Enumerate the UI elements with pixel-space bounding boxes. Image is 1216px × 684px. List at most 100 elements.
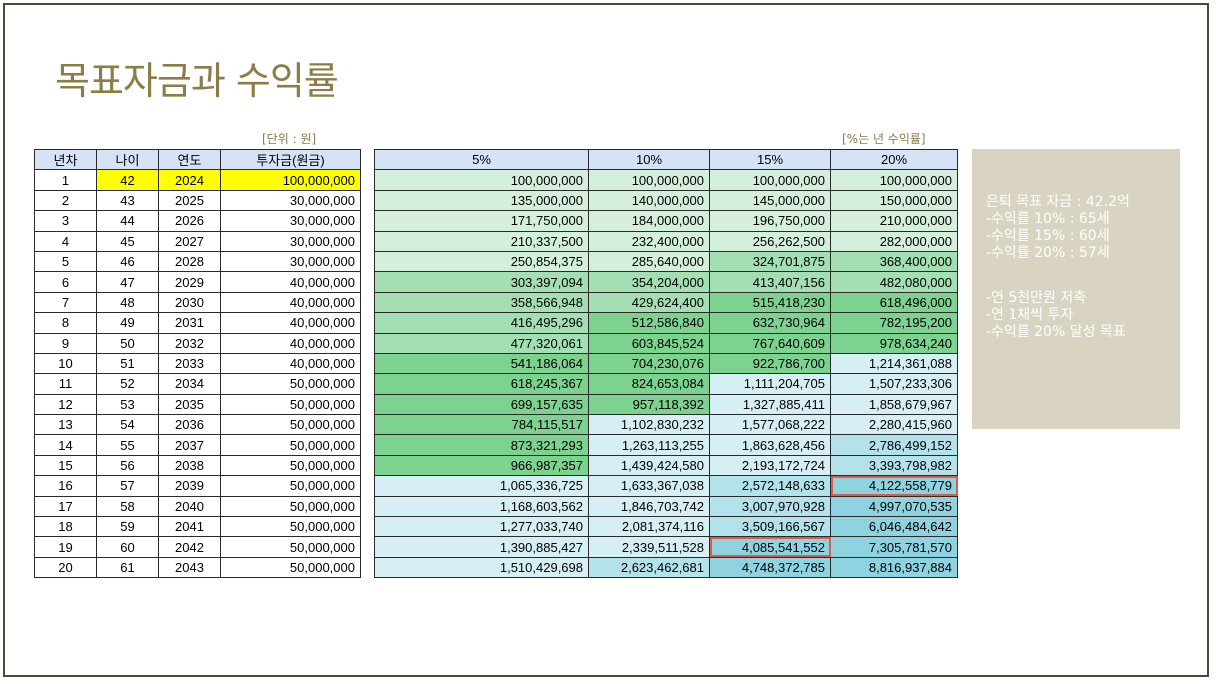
cell-investment: 50,000,000 bbox=[220, 373, 361, 395]
cell-rate-15: 1,111,204,705 bbox=[709, 373, 831, 395]
investment-row: 3 44 2026 30,000,000 bbox=[34, 210, 361, 232]
header-rate-10: 10% bbox=[588, 148, 710, 171]
returns-row: 171,750,000 184,000,000 196,750,000 210,000… bbox=[374, 210, 958, 232]
cell-rate-5: 784,115,517 bbox=[374, 414, 589, 436]
investment-row: 13 54 2036 50,000,000 bbox=[34, 414, 361, 436]
note-line: -수익률 10% : 65세 bbox=[986, 211, 1110, 227]
cell-rate-5: 1,277,033,740 bbox=[374, 516, 589, 538]
investment-row: 2 43 2025 30,000,000 bbox=[34, 189, 361, 212]
cell-rate-5: 873,321,293 bbox=[374, 434, 589, 456]
cell-rate-20: 782,195,200 bbox=[830, 312, 958, 334]
header-year-index: 년차 bbox=[34, 148, 97, 171]
cell-rate-15: 767,640,609 bbox=[709, 332, 831, 354]
cell-age: 47 bbox=[96, 271, 159, 293]
investment-row: 5 46 2028 30,000,000 bbox=[34, 250, 361, 273]
cell-year-index: 9 bbox=[34, 332, 97, 354]
cell-age: 49 bbox=[96, 312, 159, 334]
cell-rate-15: 4,085,541,552 bbox=[709, 536, 831, 558]
returns-row: 416,495,296 512,586,840 632,730,964 782,195… bbox=[374, 312, 958, 334]
cell-investment: 50,000,000 bbox=[220, 414, 361, 436]
cell-age: 45 bbox=[96, 230, 159, 252]
cell-investment: 50,000,000 bbox=[220, 434, 361, 456]
cell-year-index: 8 bbox=[34, 312, 97, 334]
cell-rate-15: 324,701,875 bbox=[709, 250, 831, 273]
cell-age: 56 bbox=[96, 454, 159, 477]
cell-age: 42 bbox=[96, 169, 159, 191]
cell-age: 46 bbox=[96, 250, 159, 273]
cell-year: 2042 bbox=[158, 536, 221, 558]
cell-rate-5: 250,854,375 bbox=[374, 250, 589, 273]
cell-rate-20: 1,507,233,306 bbox=[830, 373, 958, 395]
cell-rate-20: 368,400,000 bbox=[830, 250, 958, 273]
cell-rate-10: 824,653,084 bbox=[588, 373, 710, 395]
cell-rate-10: 957,118,392 bbox=[588, 393, 710, 416]
cell-rate-15: 922,786,700 bbox=[709, 352, 831, 375]
cell-rate-10: 140,000,000 bbox=[588, 189, 710, 212]
cell-rate-15: 256,262,500 bbox=[709, 230, 831, 252]
cell-rate-10: 1,633,367,038 bbox=[588, 475, 710, 497]
investment-row: 11 52 2034 50,000,000 bbox=[34, 373, 361, 395]
cell-rate-20: 7,305,781,570 bbox=[830, 536, 958, 558]
cell-rate-5: 358,566,948 bbox=[374, 291, 589, 314]
cell-rate-10: 1,102,830,232 bbox=[588, 414, 710, 436]
cell-year-index: 6 bbox=[34, 271, 97, 293]
cell-rate-10: 512,586,840 bbox=[588, 312, 710, 334]
cell-rate-20: 6,046,484,642 bbox=[830, 516, 958, 538]
cell-age: 53 bbox=[96, 393, 159, 416]
cell-year-index: 13 bbox=[34, 414, 97, 436]
cell-age: 54 bbox=[96, 414, 159, 436]
retirement-note-box: 은퇴 목표 자금 : 42.2억 -수익률 10% : 65세 -수익률 15%… bbox=[972, 149, 1180, 429]
cell-investment: 30,000,000 bbox=[220, 250, 361, 273]
cell-rate-5: 171,750,000 bbox=[374, 210, 589, 232]
cell-age: 51 bbox=[96, 352, 159, 375]
returns-row: 358,566,948 429,624,400 515,418,230 618,496… bbox=[374, 291, 958, 314]
cell-year-index: 15 bbox=[34, 454, 97, 477]
header-investment: 투자금(원금) bbox=[220, 148, 361, 171]
cell-investment: 40,000,000 bbox=[220, 271, 361, 293]
investment-header-row: 년차 나이 연도 투자금(원금) bbox=[34, 148, 361, 171]
cell-rate-5: 303,397,094 bbox=[374, 271, 589, 293]
cell-year: 2040 bbox=[158, 495, 221, 518]
cell-rate-10: 2,081,374,116 bbox=[588, 516, 710, 538]
cell-year: 2028 bbox=[158, 250, 221, 273]
cell-rate-20: 210,000,000 bbox=[830, 210, 958, 232]
cell-rate-10: 2,623,462,681 bbox=[588, 556, 710, 579]
cell-investment: 40,000,000 bbox=[220, 352, 361, 375]
cell-rate-5: 699,157,635 bbox=[374, 393, 589, 416]
unit-label-left: [단위 : 원] bbox=[262, 132, 317, 146]
note-line: -연 5천만원 저축 bbox=[986, 290, 1087, 306]
header-rate-15: 15% bbox=[709, 148, 831, 171]
investment-row: 8 49 2031 40,000,000 bbox=[34, 312, 361, 334]
cell-rate-5: 1,510,429,698 bbox=[374, 556, 589, 579]
cell-rate-15: 4,748,372,785 bbox=[709, 556, 831, 579]
cell-investment: 50,000,000 bbox=[220, 556, 361, 579]
cell-investment: 30,000,000 bbox=[220, 210, 361, 232]
cell-year: 2034 bbox=[158, 373, 221, 395]
cell-rate-15: 3,007,970,928 bbox=[709, 495, 831, 518]
returns-row: 1,168,603,562 1,846,703,742 3,007,970,928 4… bbox=[374, 495, 958, 518]
cell-year: 2038 bbox=[158, 454, 221, 477]
cell-rate-20: 4,997,070,535 bbox=[830, 495, 958, 518]
cell-year: 2030 bbox=[158, 291, 221, 314]
investment-row: 20 61 2043 50,000,000 bbox=[34, 556, 361, 579]
cell-rate-10: 1,846,703,742 bbox=[588, 495, 710, 518]
cell-rate-10: 354,204,000 bbox=[588, 271, 710, 293]
cell-year-index: 14 bbox=[34, 434, 97, 456]
investment-row: 17 58 2040 50,000,000 bbox=[34, 495, 361, 518]
cell-year: 2024 bbox=[158, 169, 221, 191]
cell-age: 61 bbox=[96, 556, 159, 579]
cell-rate-20: 618,496,000 bbox=[830, 291, 958, 314]
cell-rate-10: 2,339,511,528 bbox=[588, 536, 710, 558]
cell-year-index: 16 bbox=[34, 475, 97, 497]
cell-investment: 40,000,000 bbox=[220, 312, 361, 334]
cell-rate-15: 196,750,000 bbox=[709, 210, 831, 232]
cell-year-index: 4 bbox=[34, 230, 97, 252]
cell-investment: 30,000,000 bbox=[220, 230, 361, 252]
investment-row: 18 59 2041 50,000,000 bbox=[34, 516, 361, 538]
cell-year-index: 10 bbox=[34, 352, 97, 375]
cell-year-index: 19 bbox=[34, 536, 97, 558]
page-title: 목표자금과 수익률 bbox=[55, 59, 339, 103]
cell-year-index: 7 bbox=[34, 291, 97, 314]
cell-rate-15: 2,572,148,633 bbox=[709, 475, 831, 497]
cell-investment: 50,000,000 bbox=[220, 495, 361, 518]
